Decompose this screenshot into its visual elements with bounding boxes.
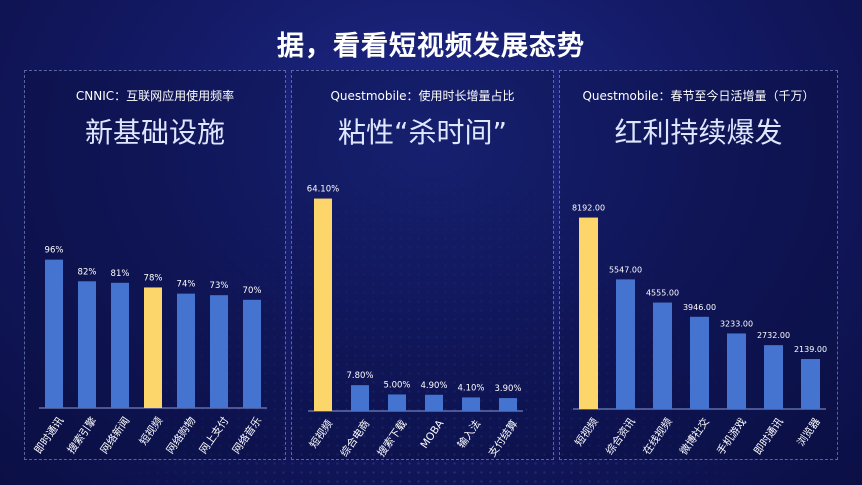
data-label: 2139.00 [794, 345, 827, 354]
data-label: 78% [144, 273, 163, 283]
panel-usage-frequency: CNNIC：互联网应用使用频率 新基础设施 96% 即时通讯 82% 搜索引擎 81% 网… [24, 70, 286, 460]
bar [351, 385, 369, 411]
category-tick-label: 在线视频 [640, 415, 675, 457]
bar [210, 295, 228, 408]
data-label: 7.80% [346, 371, 373, 381]
category-tick-label: 短视频 [137, 414, 166, 448]
category-tick-label: 综合电商 [338, 417, 373, 459]
category-tick-label: 网络音乐 [230, 414, 265, 456]
category-tick-label: 手机游戏 [714, 415, 749, 457]
panel-title: 新基础设施 [84, 116, 225, 149]
data-label: 3233.00 [720, 319, 753, 328]
data-label: 4.10% [457, 383, 484, 393]
panel-source: CNNIC：互联网应用使用频率 [75, 89, 235, 103]
data-label: 81% [111, 269, 130, 279]
data-label: 3.90% [494, 384, 521, 394]
bar [177, 293, 195, 408]
category-tick-label: 支付结算 [486, 417, 521, 459]
category-tick-label: 短视频 [572, 415, 601, 449]
data-label: 2732.00 [757, 331, 790, 340]
category-tick-label: 网上支付 [197, 414, 232, 456]
bar-chart-dau-growth: 8192.00 短视频 5547.00 综合资讯 4555.00 在线视频 3946.00 微… [572, 204, 827, 458]
bar [801, 359, 820, 409]
category-tick-label: 搜索引擎 [65, 414, 100, 456]
panel-time-share: Questmobile：使用时长增量占比 粘性“杀时间” 64.10% 短视频 7.… [291, 70, 554, 460]
bar [462, 397, 480, 411]
bar [425, 394, 443, 411]
data-label: 8192.00 [572, 204, 605, 213]
bar [45, 259, 63, 408]
bar [499, 398, 517, 411]
bar [388, 394, 406, 411]
bar [78, 281, 96, 408]
bar [111, 282, 129, 408]
category-tick-label: 即时通讯 [32, 414, 67, 456]
data-label: 5547.00 [609, 265, 642, 274]
bar-chart-time-share: 64.10% 短视频 7.80% 综合电商 5.00% 搜索下载 4.90% MOBA 4.10… [307, 185, 523, 459]
category-tick-label: 搜索下载 [375, 417, 410, 459]
bar [144, 287, 162, 408]
bar [579, 217, 598, 409]
category-tick-label: 微博社交 [677, 415, 712, 457]
bar [764, 345, 783, 409]
bar [243, 299, 261, 408]
data-label: 96% [45, 246, 64, 256]
category-tick-label: MOBA [418, 417, 446, 451]
data-label: 5.00% [383, 380, 410, 390]
data-label: 64.10% [307, 185, 339, 195]
category-tick-label: 即时通讯 [751, 415, 786, 457]
data-label: 70% [243, 286, 262, 296]
category-tick-label: 网络购物 [164, 414, 199, 456]
data-label: 73% [210, 281, 229, 291]
bar [616, 279, 635, 409]
category-tick-label: 综合资讯 [603, 415, 638, 457]
data-label: 4.90% [420, 381, 447, 391]
panel-title: 红利持续爆发 [614, 116, 783, 149]
category-tick-label: 浏览器 [794, 415, 823, 449]
bar [727, 333, 746, 409]
data-label: 3946.00 [683, 303, 716, 312]
category-tick-label: 短视频 [307, 417, 336, 451]
category-tick-label: 输入法 [455, 417, 484, 450]
data-label: 74% [177, 280, 196, 290]
bar-chart-usage-frequency: 96% 即时通讯 82% 搜索引擎 81% 网络新闻 78% 短视频 74% 网络购物 73% 网上支… [32, 246, 267, 456]
panel-title: 粘性“杀时间” [337, 116, 507, 149]
bar [314, 198, 332, 411]
panel-dau-growth: Questmobile：春节至今日活增量（千万） 红利持续爆发 8192.00 短… [559, 70, 838, 460]
category-tick-label: 网络新闻 [98, 414, 133, 456]
data-label: 4555.00 [646, 289, 679, 298]
bar [653, 302, 672, 409]
data-label: 82% [78, 267, 97, 277]
panel-source: Questmobile：春节至今日活增量（千万） [582, 89, 815, 103]
panel-source: Questmobile：使用时长增量占比 [330, 89, 515, 103]
bar [690, 316, 709, 409]
page-headline: 据，看看短视频发展态势 [277, 31, 585, 62]
